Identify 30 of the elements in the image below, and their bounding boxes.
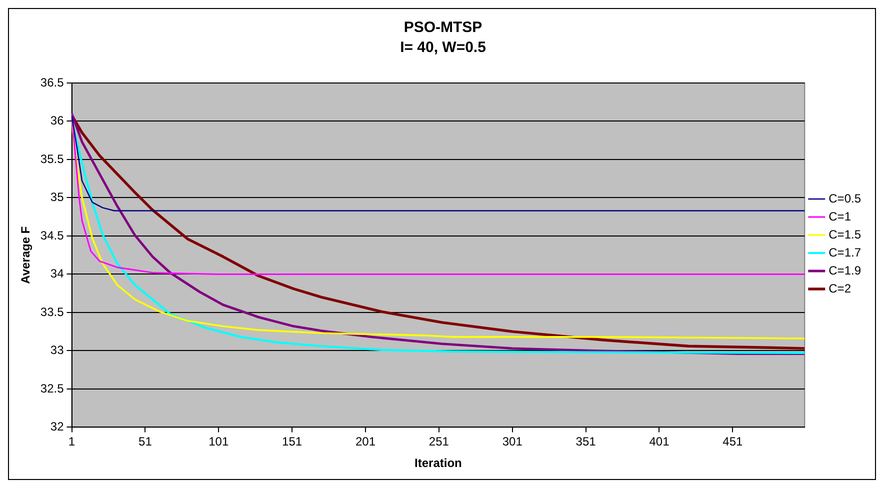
legend-label: C=1	[828, 209, 852, 224]
legend-label: C=1.9	[828, 263, 862, 278]
chart-title: PSO-MTSP	[404, 19, 482, 36]
x-tick-label: 51	[138, 434, 152, 449]
y-tick-label: 35.5	[40, 152, 64, 166]
x-tick-label: 201	[355, 434, 376, 449]
legend-label: C=1.7	[828, 245, 862, 260]
x-tick-label: 301	[502, 434, 523, 449]
chart-subtitle: I= 40, W=0.5	[400, 39, 486, 56]
x-tick-label: 451	[722, 434, 744, 449]
x-tick-label: 1	[68, 434, 76, 449]
x-tick-label: 251	[428, 434, 450, 449]
legend-label: C=1.5	[828, 227, 862, 242]
y-tick-label: 32	[50, 420, 64, 434]
y-tick-label: 34.5	[40, 228, 64, 242]
y-tick-label: 34	[50, 266, 64, 281]
y-tick-label: 33	[50, 343, 64, 358]
legend-label: C=2	[828, 281, 852, 296]
x-axis-title: Iteration	[414, 456, 462, 470]
legend-label: C=0.5	[828, 191, 862, 206]
x-tick-label: 151	[282, 434, 302, 449]
y-tick-label: 36.5	[40, 75, 64, 90]
y-tick-label: 35	[50, 190, 64, 204]
y-tick-label: 32.5	[40, 381, 64, 396]
y-tick-label: 33.5	[40, 304, 64, 319]
x-tick-label: 101	[208, 434, 229, 449]
y-axis-title: Average F	[18, 226, 33, 284]
x-tick-label: 401	[649, 434, 670, 449]
x-tick-label: 351	[576, 434, 596, 449]
y-tick-label: 36	[50, 114, 64, 128]
